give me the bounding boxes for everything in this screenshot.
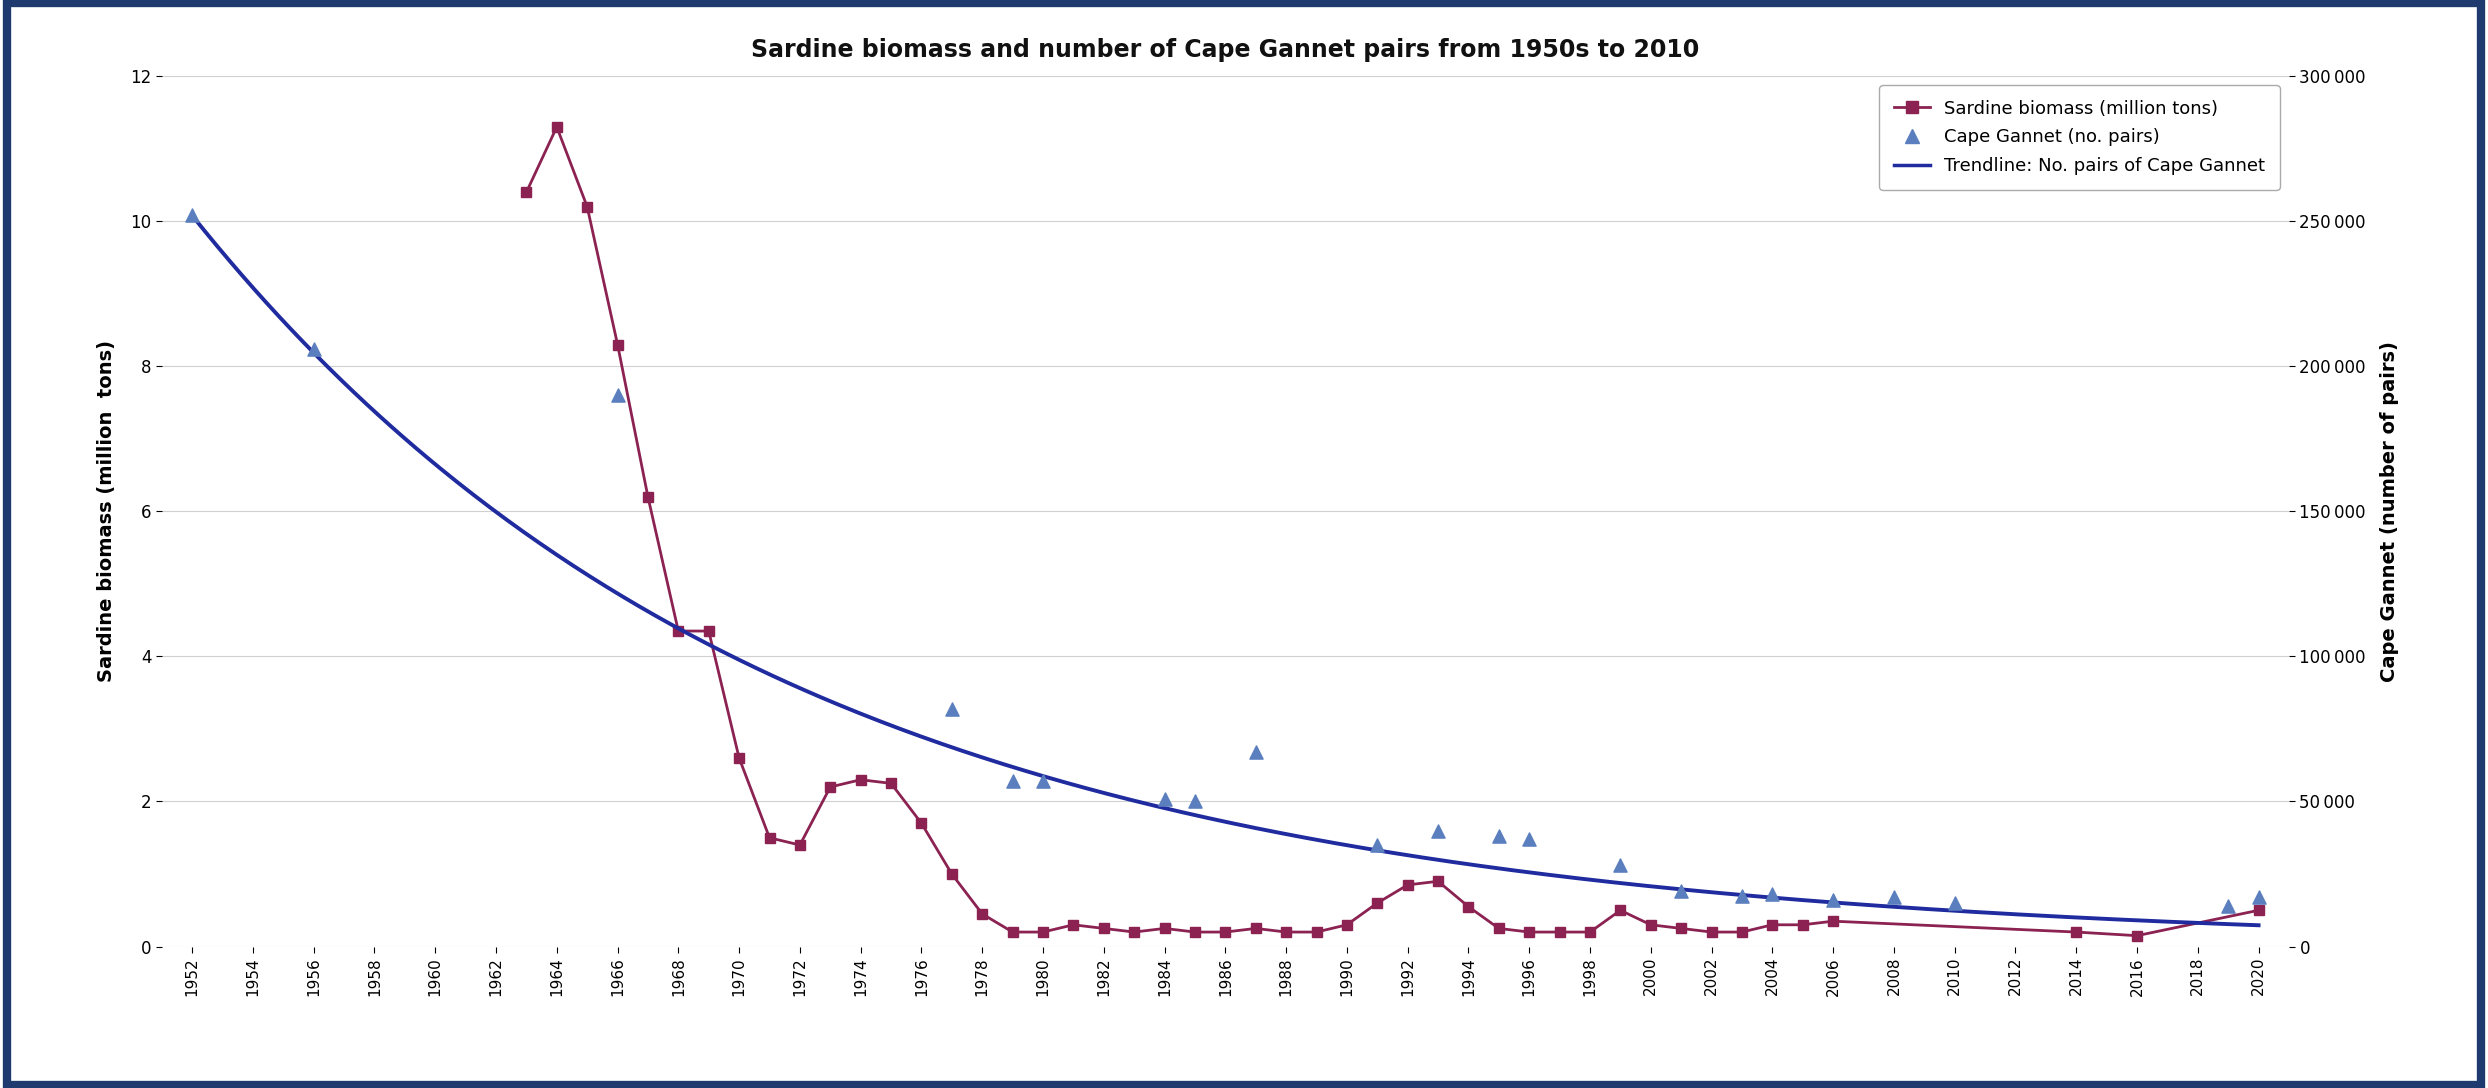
Title: Sardine biomass and number of Cape Gannet pairs from 1950s to 2010: Sardine biomass and number of Cape Ganne… — [751, 38, 1699, 62]
Sardine biomass (million tons) — [1453, 900, 1483, 913]
Sardine biomass (million tons) — [1423, 875, 1453, 888]
Sardine biomass (million tons) — [1120, 926, 1149, 939]
Cape Gannet (no. pairs) — [1873, 889, 1913, 906]
Sardine biomass (million tons) — [1331, 918, 1361, 931]
Sardine biomass (million tons) — [2122, 929, 2152, 942]
Cape Gannet (no. pairs) — [2209, 898, 2249, 915]
Cape Gannet (no. pairs) — [1174, 793, 1214, 811]
Sardine biomass (million tons) — [513, 186, 542, 199]
Sardine biomass (million tons) — [1209, 926, 1239, 939]
Cape Gannet (no. pairs) — [1510, 830, 1550, 848]
Trendline: No. pairs of Cape Gannet: (2.02e+03, 7.34e+03): No. pairs of Cape Gannet: (2.02e+03, 7.3… — [2244, 918, 2274, 931]
Sardine biomass (million tons) — [1057, 918, 1087, 931]
Sardine biomass (million tons) — [1483, 922, 1513, 935]
Cape Gannet (no. pairs) — [1023, 772, 1062, 790]
Trendline: No. pairs of Cape Gannet: (1.98e+03, 4.6e+04): No. pairs of Cape Gannet: (1.98e+03, 4.6… — [1172, 806, 1202, 819]
Sardine biomass (million tons) — [1363, 897, 1393, 910]
Sardine biomass (million tons) — [784, 839, 814, 852]
Sardine biomass (million tons) — [1393, 878, 1423, 891]
Cape Gannet (no. pairs) — [1936, 894, 1975, 912]
Sardine biomass (million tons) — [1697, 926, 1727, 939]
Sardine biomass (million tons) — [724, 752, 754, 765]
Sardine biomass (million tons) — [2060, 926, 2090, 939]
Sardine biomass (million tons) — [1090, 922, 1120, 935]
Sardine biomass (million tons) — [846, 774, 876, 787]
Sardine biomass (million tons) — [2244, 904, 2274, 917]
Sardine biomass (million tons) — [1515, 926, 1545, 939]
Sardine biomass (million tons) — [1149, 922, 1179, 935]
Sardine biomass (million tons) — [938, 867, 968, 880]
Sardine biomass (million tons) — [1301, 926, 1331, 939]
Sardine biomass (million tons) — [694, 625, 724, 638]
Sardine biomass (million tons) — [1667, 922, 1697, 935]
Sardine biomass (million tons) — [1637, 918, 1667, 931]
Y-axis label: Cape Gannet (number of pairs): Cape Gannet (number of pairs) — [2379, 341, 2398, 682]
Cape Gannet (no. pairs) — [172, 207, 211, 224]
Trendline: No. pairs of Cape Gannet: (1.99e+03, 3.72e+04): No. pairs of Cape Gannet: (1.99e+03, 3.7… — [1296, 832, 1326, 845]
Sardine biomass (million tons) — [998, 926, 1028, 939]
Cape Gannet (no. pairs) — [993, 772, 1033, 790]
Sardine biomass (million tons) — [1179, 926, 1209, 939]
Trendline: No. pairs of Cape Gannet: (1.99e+03, 3.07e+04): No. pairs of Cape Gannet: (1.99e+03, 3.0… — [1408, 851, 1438, 864]
Cape Gannet (no. pairs) — [294, 341, 333, 358]
Cape Gannet (no. pairs) — [1478, 828, 1518, 845]
Cape Gannet (no. pairs) — [1752, 886, 1791, 903]
Cape Gannet (no. pairs) — [1814, 891, 1854, 908]
Sardine biomass (million tons) — [632, 491, 662, 504]
Sardine biomass (million tons) — [602, 338, 632, 351]
Sardine biomass (million tons) — [1242, 922, 1271, 935]
Cape Gannet (no. pairs) — [1662, 882, 1702, 900]
Sardine biomass (million tons) — [1789, 918, 1819, 931]
Sardine biomass (million tons) — [1575, 926, 1605, 939]
Cape Gannet (no. pairs) — [1418, 821, 1458, 839]
Sardine biomass (million tons) — [542, 121, 572, 134]
Y-axis label: Sardine biomass (million  tons): Sardine biomass (million tons) — [97, 341, 117, 682]
Sardine biomass (million tons) — [816, 780, 846, 793]
Line: Sardine biomass (million tons): Sardine biomass (million tons) — [522, 122, 2264, 940]
Cape Gannet (no. pairs) — [1722, 887, 1762, 904]
Trendline: No. pairs of Cape Gannet: (1.98e+03, 4.7e+04): No. pairs of Cape Gannet: (1.98e+03, 4.7… — [1159, 804, 1189, 817]
Sardine biomass (million tons) — [906, 817, 935, 830]
Sardine biomass (million tons) — [1819, 915, 1849, 928]
Cape Gannet (no. pairs) — [1144, 790, 1184, 807]
Trendline: No. pairs of Cape Gannet: (1.95e+03, 2.52e+05): No. pairs of Cape Gannet: (1.95e+03, 2.5… — [177, 209, 207, 222]
Sardine biomass (million tons) — [572, 200, 602, 213]
Cape Gannet (no. pairs) — [933, 700, 973, 717]
Sardine biomass (million tons) — [1545, 926, 1575, 939]
Sardine biomass (million tons) — [1605, 904, 1635, 917]
Sardine biomass (million tons) — [664, 625, 694, 638]
Sardine biomass (million tons) — [1757, 918, 1786, 931]
Cape Gannet (no. pairs) — [2239, 889, 2279, 906]
Cape Gannet (no. pairs) — [597, 386, 637, 404]
Cape Gannet (no. pairs) — [1237, 743, 1276, 761]
Sardine biomass (million tons) — [1028, 926, 1057, 939]
Line: Trendline: No. pairs of Cape Gannet: Trendline: No. pairs of Cape Gannet — [192, 215, 2259, 925]
Cape Gannet (no. pairs) — [1600, 856, 1640, 874]
Sardine biomass (million tons) — [1271, 926, 1301, 939]
Trendline: No. pairs of Cape Gannet: (2.01e+03, 1.39e+04): No. pairs of Cape Gannet: (2.01e+03, 1.3… — [1871, 900, 1901, 913]
Trendline: No. pairs of Cape Gannet: (2.02e+03, 7.99e+03): No. pairs of Cape Gannet: (2.02e+03, 7.9… — [2194, 917, 2224, 930]
Sardine biomass (million tons) — [754, 831, 784, 844]
Sardine biomass (million tons) — [968, 907, 998, 920]
Sardine biomass (million tons) — [1727, 926, 1757, 939]
Sardine biomass (million tons) — [876, 777, 906, 790]
Legend: Sardine biomass (million tons), Cape Gannet (no. pairs), Trendline: No. pairs of: Sardine biomass (million tons), Cape Gan… — [1878, 85, 2279, 189]
Cape Gannet (no. pairs) — [1358, 837, 1398, 854]
